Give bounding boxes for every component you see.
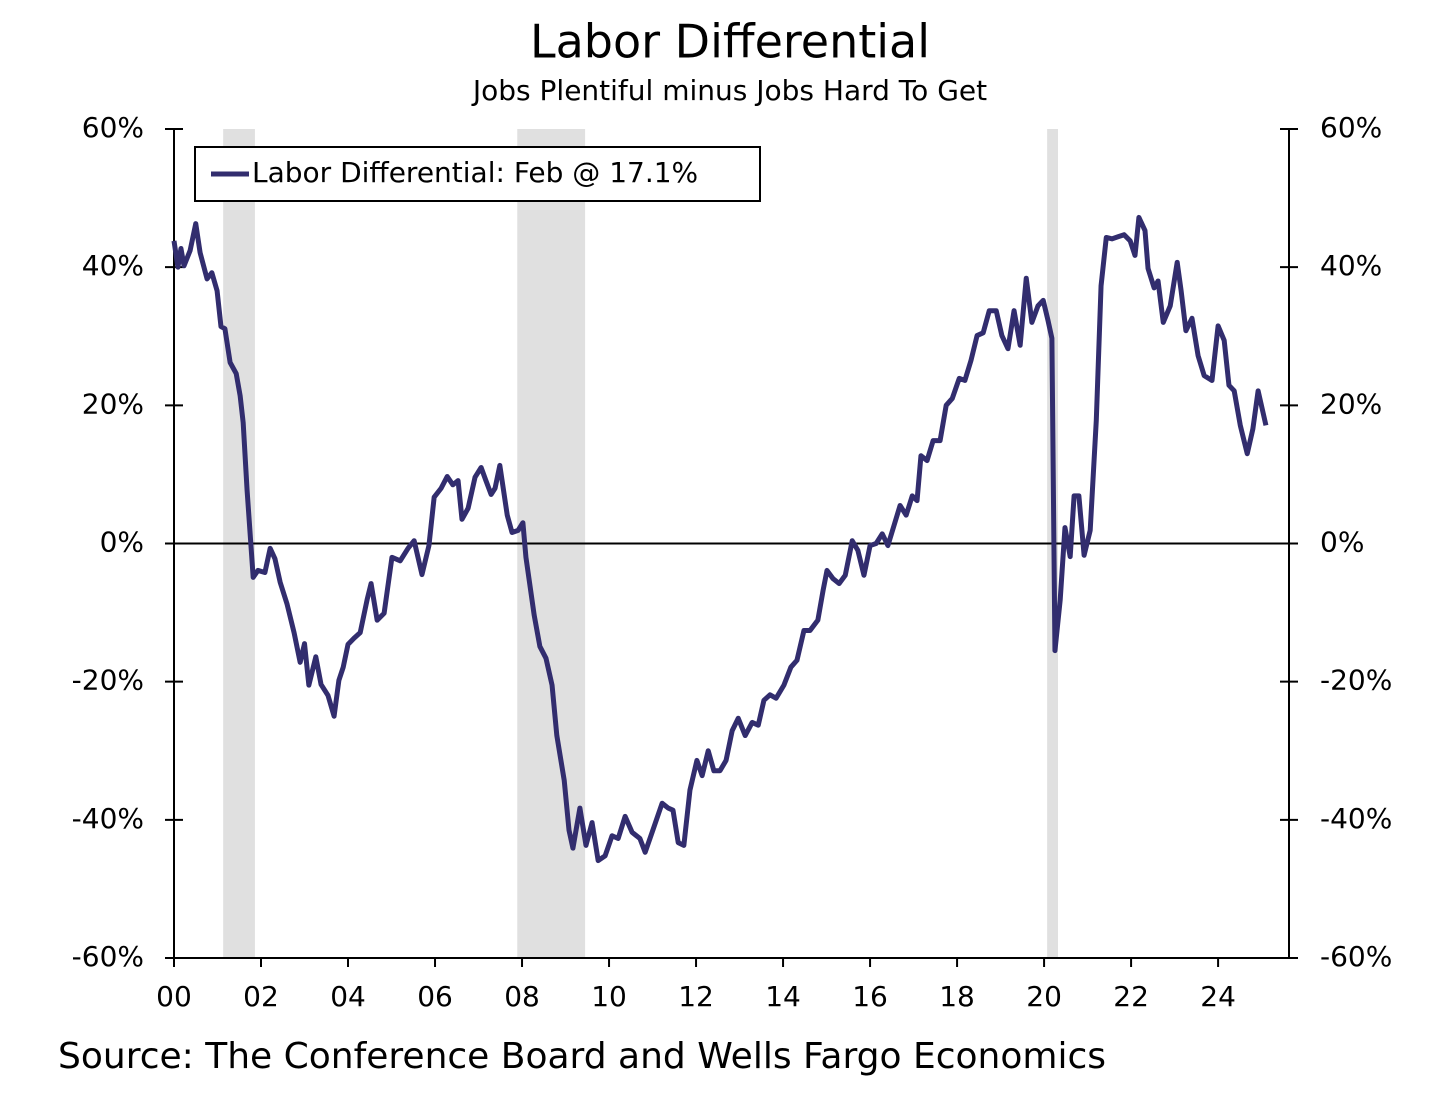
legend-label: Labor Differential: Feb @ 17.1% [252,156,698,189]
x-tick-label: 16 [852,980,888,1013]
y2-tick-label: -60% [1320,940,1392,973]
x-tick-label: 02 [243,980,279,1013]
source-note: Source: The Conference Board and Wells F… [58,1036,1106,1077]
x-tick-label: 18 [939,980,975,1013]
x-tick-label: 12 [678,980,714,1013]
y-tick-label: 60% [82,111,144,144]
x-tick-label: 22 [1113,980,1149,1013]
y2-tick-label: 40% [1320,249,1382,282]
y2-tick-label: 60% [1320,111,1382,144]
y-tick-label: 20% [82,387,144,420]
y-tick-label: -20% [72,664,144,697]
x-tick-label: 00 [156,980,192,1013]
x-tick-label: 04 [330,980,366,1013]
x-tick-label: 24 [1200,980,1236,1013]
x-tick-label: 10 [591,980,627,1013]
y2-tick-label: 0% [1320,526,1364,559]
x-tick-label: 20 [1026,980,1062,1013]
y2-tick-label: -40% [1320,802,1392,835]
series-line [171,214,1269,864]
y2-tick-label: -20% [1320,664,1392,697]
chart-title: Labor Differential [530,15,930,69]
y-tick-label: -40% [72,802,144,835]
y2-tick-label: 20% [1320,387,1382,420]
x-tick-label: 08 [504,980,540,1013]
x-tick-label: 06 [417,980,453,1013]
y-tick-label: 0% [100,526,144,559]
legend-box [194,146,761,202]
x-tick-label: 14 [765,980,801,1013]
y-tick-label: 40% [82,249,144,282]
chart-subtitle: Jobs Plentiful minus Jobs Hard To Get [471,74,987,107]
y-tick-label: -60% [72,940,144,973]
